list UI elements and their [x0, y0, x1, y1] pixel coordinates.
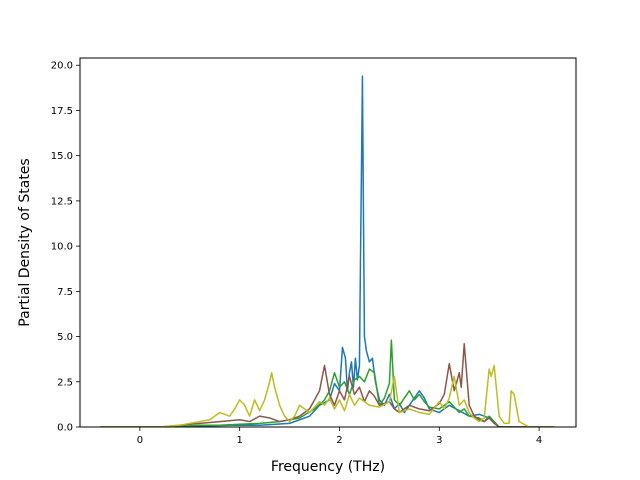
y-tick-label: 20.0	[51, 61, 73, 72]
x-axis-label: Frequency (THz)	[271, 459, 385, 475]
y-tick-label: 5.0	[57, 332, 73, 343]
x-tick-label: 4	[536, 435, 542, 446]
x-axis-ticks: 0 1 2 3 4	[137, 427, 542, 446]
y-tick-label: 15.0	[51, 151, 73, 162]
y-tick-label: 12.5	[51, 196, 73, 207]
x-tick-label: 1	[236, 435, 242, 446]
x-tick-label: 2	[336, 435, 342, 446]
y-tick-label: 2.5	[57, 377, 73, 388]
y-axis-ticks: 0.0 2.5 5.0 7.5 10.0 12.5 15.0 17.5 20.0	[51, 61, 80, 434]
plot-lines	[99, 75, 555, 427]
series-line-3	[99, 343, 555, 427]
y-tick-label: 0.0	[57, 423, 73, 434]
y-tick-label: 17.5	[51, 106, 73, 117]
y-tick-label: 7.5	[57, 287, 73, 298]
series-line-4	[99, 364, 555, 427]
y-tick-label: 10.0	[51, 242, 73, 253]
x-tick-label: 0	[137, 435, 143, 446]
x-tick-label: 3	[436, 435, 442, 446]
plot-frame	[79, 57, 577, 428]
y-axis-label: Partial Density of States	[17, 158, 33, 326]
